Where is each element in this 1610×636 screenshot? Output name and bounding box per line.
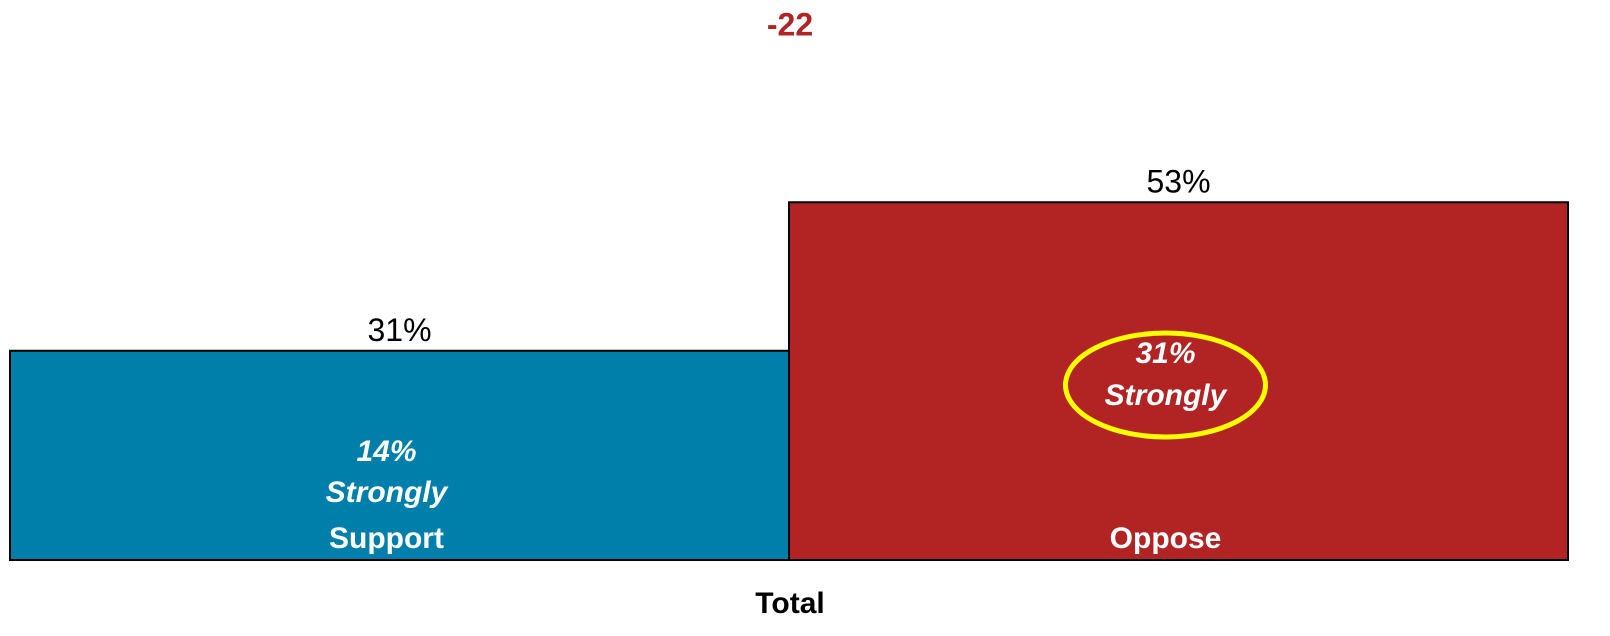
highlight-ring — [1063, 330, 1268, 440]
strongly-label: 14% — [356, 435, 416, 468]
value-label: 53% — [1146, 164, 1210, 200]
bar — [9, 349, 790, 561]
series-name: Oppose — [1110, 522, 1222, 555]
category-label: Total — [755, 587, 824, 620]
strongly-text: Strongly — [326, 476, 449, 509]
series-name: Support — [329, 522, 444, 555]
strongly-text: Strongly — [1105, 379, 1228, 412]
chart-title: -22 — [767, 6, 813, 42]
bar — [788, 201, 1569, 561]
strongly-label: 31% — [1135, 337, 1195, 370]
value-label: 31% — [367, 312, 431, 348]
